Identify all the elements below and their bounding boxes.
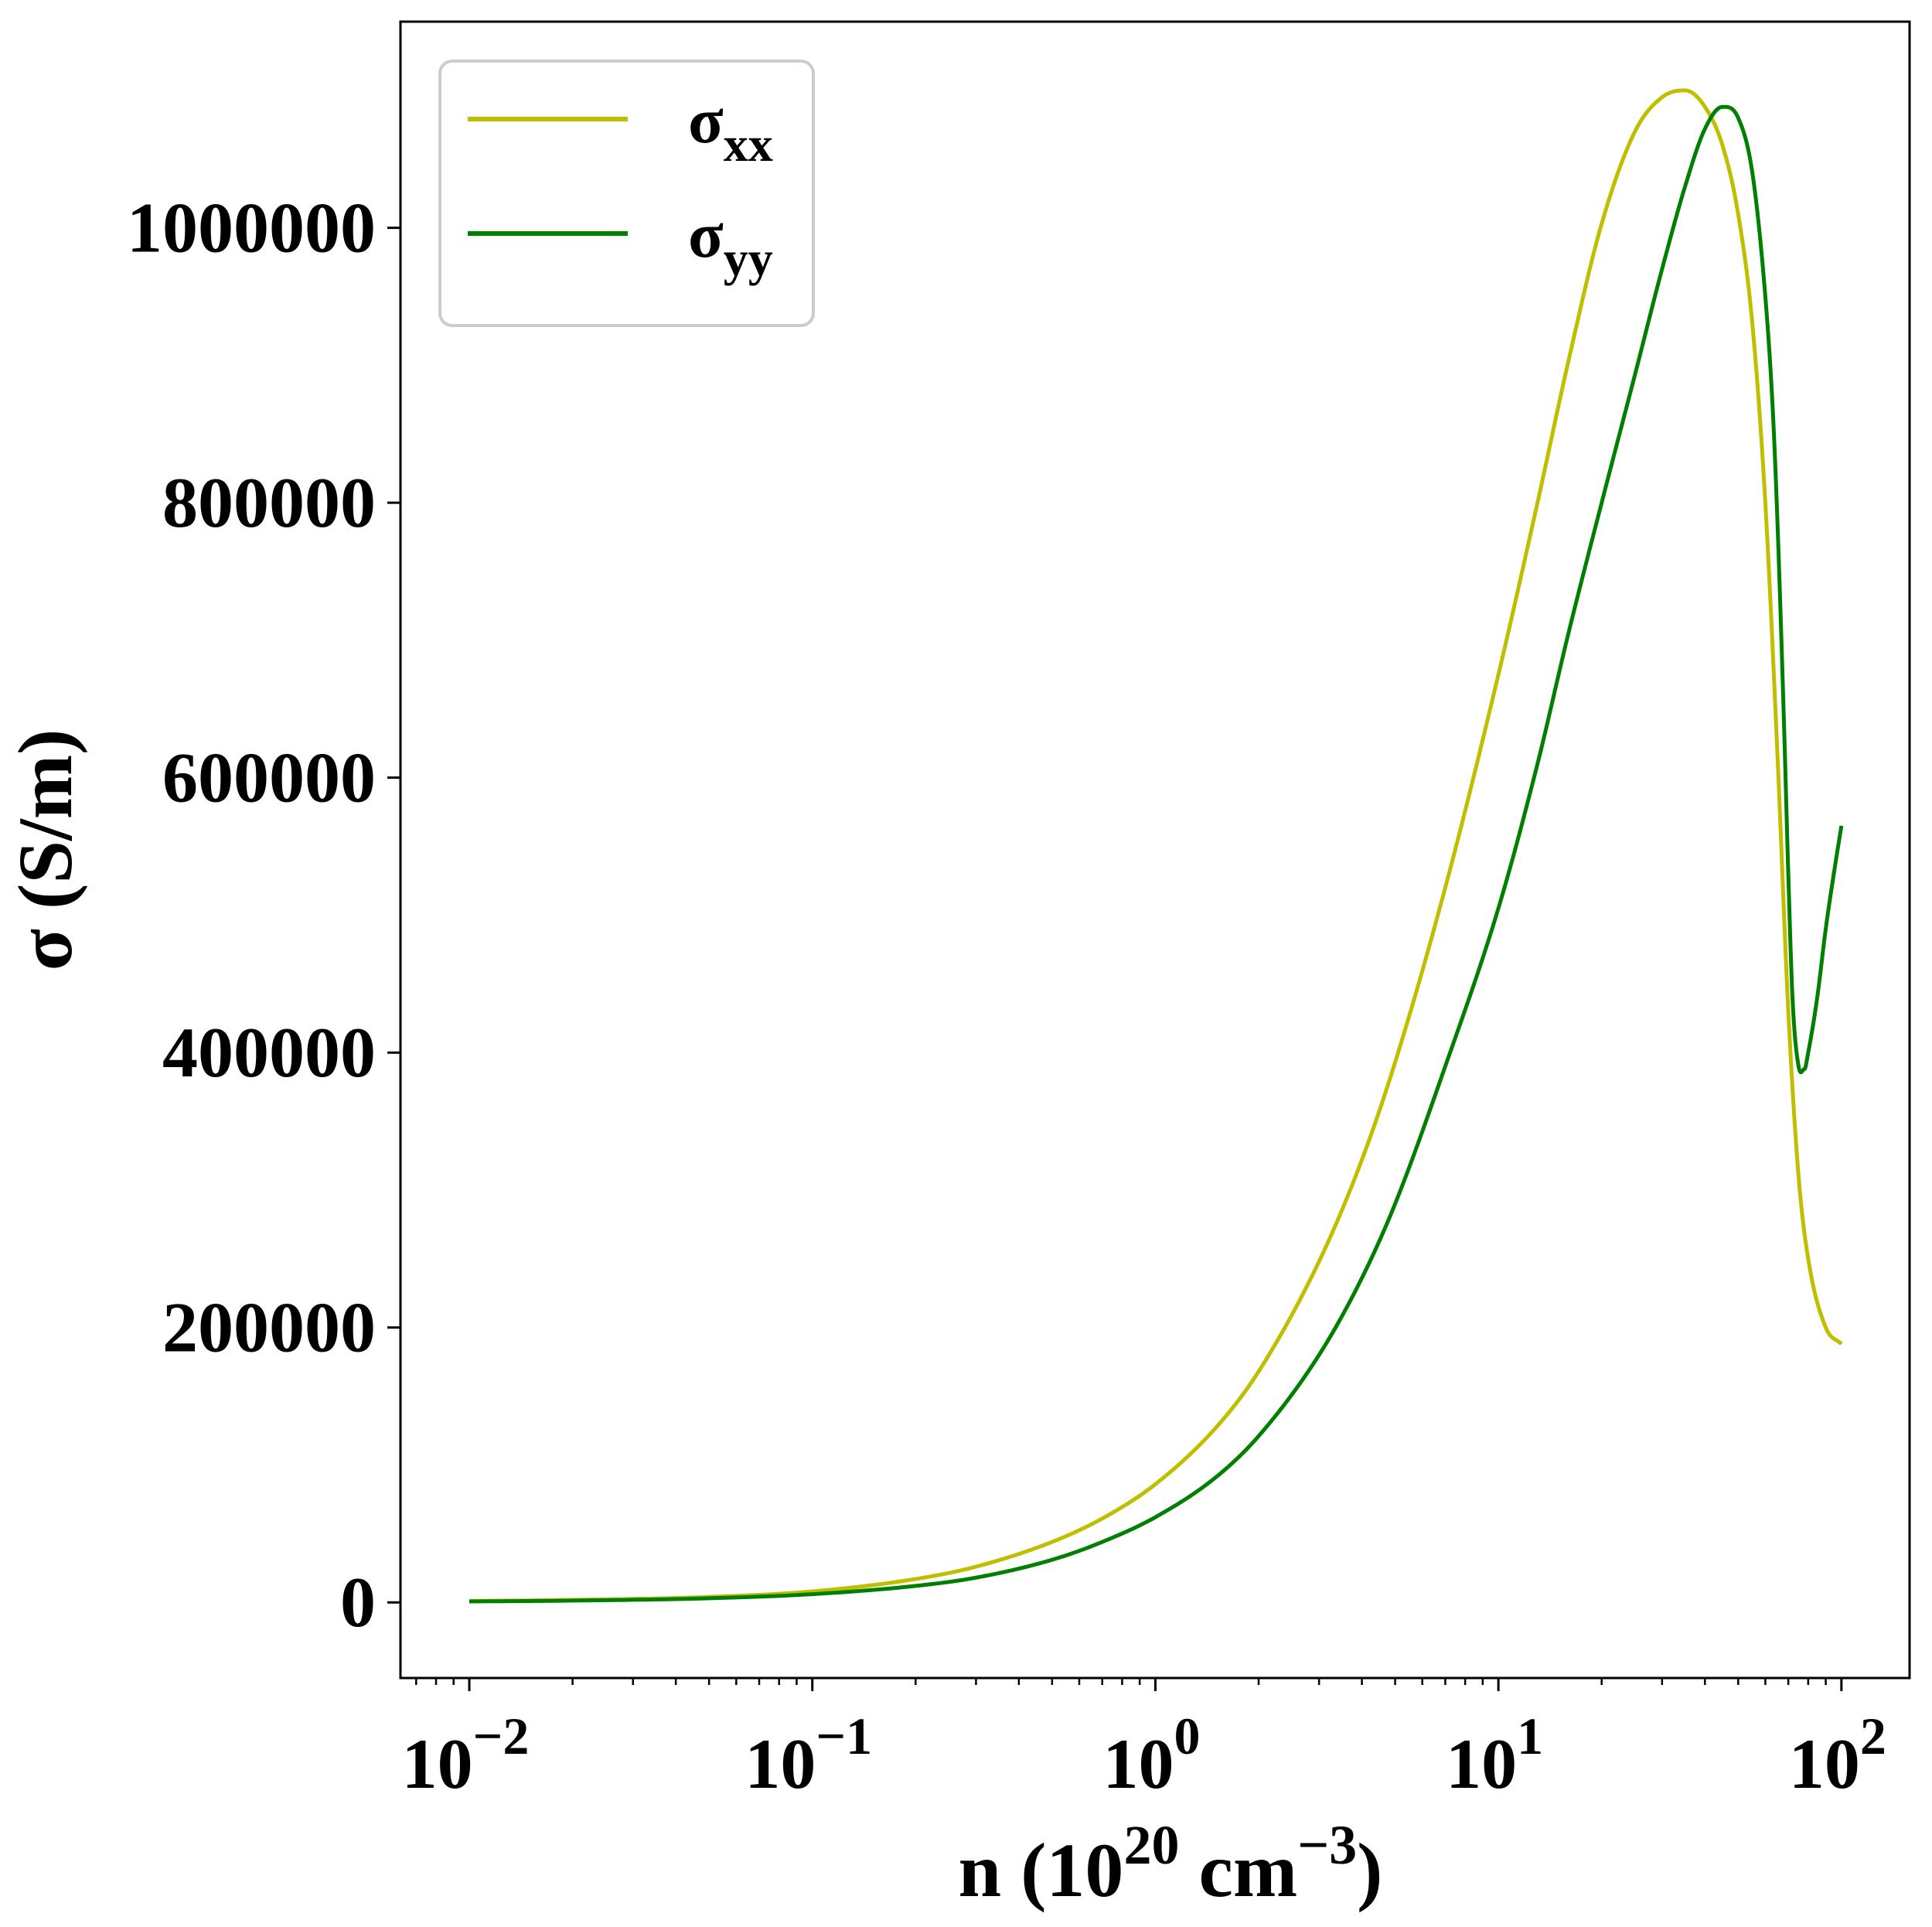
x-axis-ticks: 10−2 10−1 100 101 102 <box>402 1678 1886 1803</box>
x-tick-label-exp: −2 <box>473 1707 530 1765</box>
x-tick-label: 100 <box>1102 1707 1200 1803</box>
series-line-sigma-yy <box>469 104 1844 1604</box>
x-tick-label-base: 10 <box>1446 1724 1517 1803</box>
x-tick-label: 102 <box>1789 1707 1886 1803</box>
y-tick-label: 800000 <box>162 463 376 542</box>
legend-label-sigma-yy: σyy <box>688 200 773 286</box>
legend-label-sigma-xx-sub: xx <box>724 117 773 172</box>
y-axis-ticks: 0 200000 400000 600000 800000 1000000 <box>127 189 400 1642</box>
x-axis-label: n (1020 cm−3) <box>959 1814 1383 1913</box>
x-tick-label: 10−1 <box>745 1707 872 1803</box>
x-tick-label-base: 10 <box>1789 1724 1860 1803</box>
y-tick-label: 1000000 <box>127 189 376 268</box>
x-axis-label-exp2: −3 <box>1297 1814 1357 1876</box>
x-tick-label: 101 <box>1446 1707 1543 1803</box>
x-axis-label-end: ) <box>1357 1827 1382 1913</box>
x-tick-label: 10−2 <box>402 1707 530 1803</box>
legend-label-sigma-xx: σxx <box>688 85 773 172</box>
legend-label-sigma-xx-base: σ <box>688 85 724 157</box>
legend-label-sigma-yy-base: σ <box>688 200 724 271</box>
plot-lines <box>469 88 1844 1604</box>
x-tick-label-exp: 1 <box>1517 1707 1543 1765</box>
legend-label-sigma-yy-sub: yy <box>724 231 773 286</box>
x-tick-label-base: 10 <box>745 1724 816 1803</box>
x-axis-label-base: n (10 <box>959 1827 1124 1913</box>
y-tick-label: 400000 <box>162 1013 376 1092</box>
legend: σxx σyy <box>438 60 815 327</box>
x-tick-label-exp: 2 <box>1860 1707 1886 1765</box>
y-tick-label: 600000 <box>162 738 376 817</box>
y-axis-label: σ (S/m) <box>2 729 88 971</box>
series-line-sigma-xx <box>469 88 1843 1603</box>
x-tick-label-base: 10 <box>1102 1724 1174 1803</box>
x-axis-label-exp1: 20 <box>1123 1814 1179 1876</box>
x-tick-label-exp: 0 <box>1174 1707 1200 1765</box>
y-tick-label: 0 <box>340 1563 376 1642</box>
x-tick-label-exp: −1 <box>816 1707 872 1765</box>
y-tick-label: 200000 <box>162 1288 376 1367</box>
x-tick-label-base: 10 <box>402 1724 473 1803</box>
legend-box <box>438 60 815 327</box>
x-axis-label-mid: cm <box>1179 1827 1297 1913</box>
